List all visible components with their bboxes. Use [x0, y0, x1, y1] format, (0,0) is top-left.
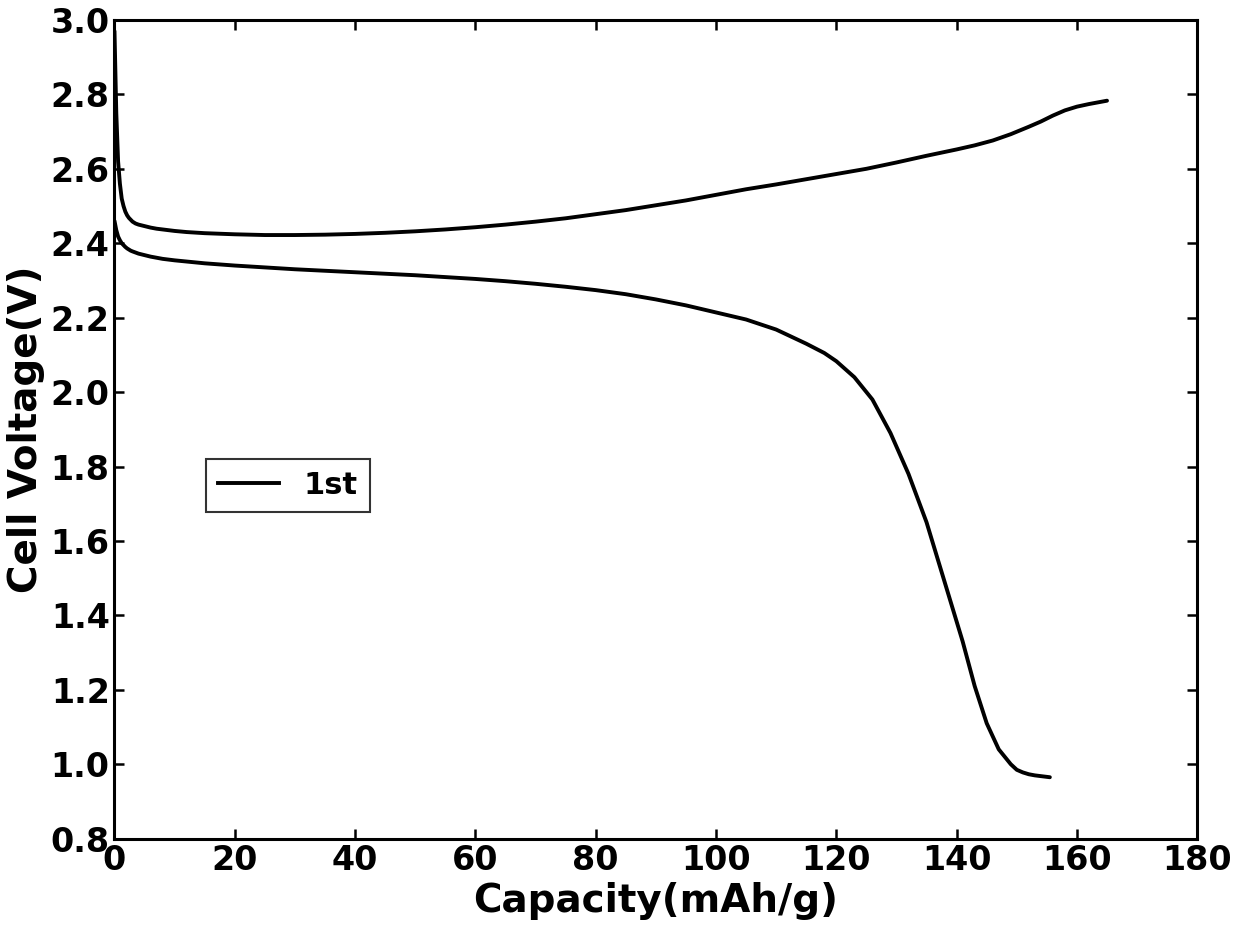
Y-axis label: Cell Voltage(V): Cell Voltage(V) — [7, 265, 45, 593]
Legend: 1st: 1st — [206, 459, 369, 513]
X-axis label: Capacity(mAh/g): Capacity(mAh/g) — [473, 883, 839, 921]
